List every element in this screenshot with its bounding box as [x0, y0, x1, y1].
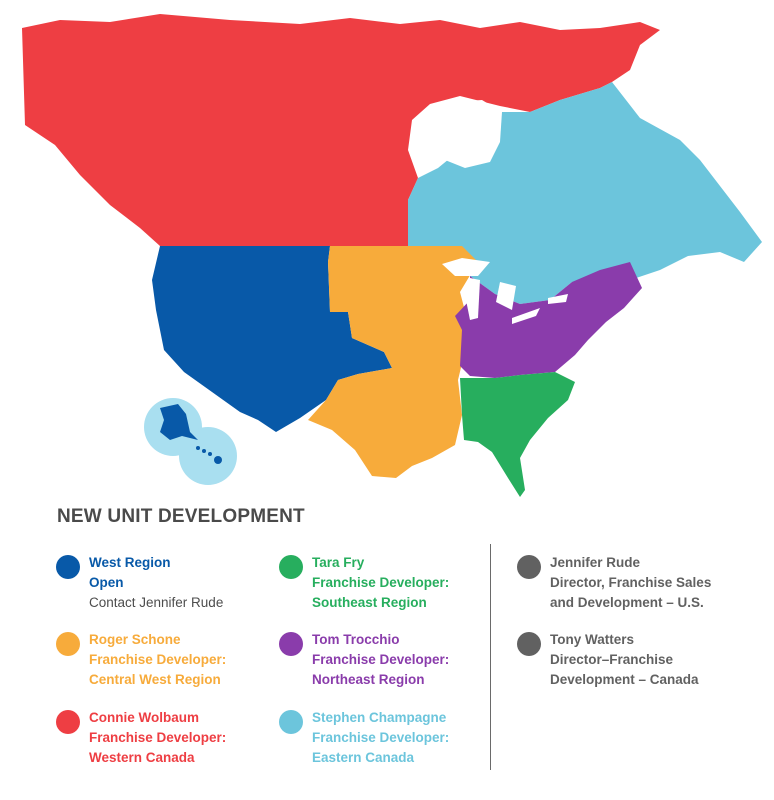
region-dot: [56, 555, 80, 579]
legend-title: Franchise Developer:: [89, 730, 227, 745]
legend-region: Northeast Region: [312, 672, 425, 687]
contact-dot: [517, 555, 541, 579]
region-dot: [56, 632, 80, 656]
region-dot: [279, 710, 303, 734]
contact-name: Jennifer Rude: [550, 555, 641, 570]
lake-erie: [512, 308, 540, 324]
region-west: [152, 246, 392, 432]
lake-michigan: [466, 278, 480, 320]
legend-region: Southeast Region: [312, 595, 427, 610]
legend-region: Western Canada: [89, 750, 195, 765]
lake-huron: [496, 282, 516, 310]
hudson-bay: [418, 100, 502, 168]
lake-ontario: [548, 294, 568, 304]
alaska-shape: [160, 404, 198, 440]
legend-title: Franchise Developer:: [89, 652, 227, 667]
region-western-canada: [22, 14, 660, 246]
legend-heading: NEW UNIT DEVELOPMENT: [57, 506, 305, 527]
legend-contact: Contact Jennifer Rude: [89, 595, 224, 610]
hawaii-bubble: [179, 427, 237, 485]
legend-name: West Region: [89, 555, 171, 570]
legend-title: Franchise Developer:: [312, 652, 450, 667]
legend-status: Open: [89, 575, 124, 590]
north-america-region-map: [22, 14, 762, 497]
legend-region: Eastern Canada: [312, 750, 415, 765]
region-dot: [279, 632, 303, 656]
region-central-west: [308, 246, 478, 478]
legend-name: Stephen Champagne: [312, 710, 447, 725]
contact-title-cont: and Development – U.S.: [550, 595, 704, 610]
contact-dot: [517, 632, 541, 656]
legend-region: Central West Region: [89, 672, 221, 687]
legend-title: Franchise Developer:: [312, 575, 450, 590]
legend-name: Connie Wolbaum: [89, 710, 199, 725]
contact-name: Tony Watters: [550, 632, 635, 647]
legend-name: Tom Trocchio: [312, 632, 400, 647]
contact-title: Director–Franchise: [550, 652, 674, 667]
contact-title: Director, Franchise Sales: [550, 575, 712, 590]
region-northeast: [455, 262, 642, 378]
contact-title-cont: Development – Canada: [550, 672, 699, 687]
legend-divider: [490, 544, 491, 770]
lake-superior: [442, 258, 490, 276]
legend-name: Tara Fry: [312, 555, 365, 570]
region-southeast: [460, 372, 575, 497]
legend-name: Roger Schone: [89, 632, 181, 647]
legend-title: Franchise Developer:: [312, 730, 450, 745]
region-dot: [56, 710, 80, 734]
region-dot: [279, 555, 303, 579]
hawaii-islands: [196, 446, 222, 464]
